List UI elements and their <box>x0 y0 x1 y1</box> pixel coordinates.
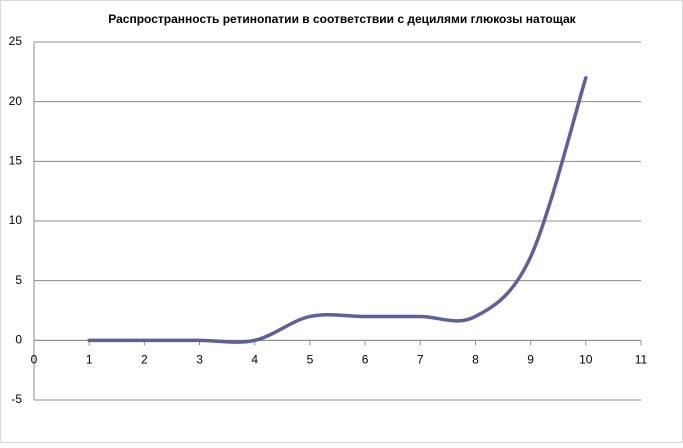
y-tick-label: 20 <box>9 94 23 108</box>
chart-title: Распространность ретинопатии в соответст… <box>108 12 576 26</box>
x-tick-label: 11 <box>635 353 648 367</box>
x-tick-label: 1 <box>86 353 93 367</box>
x-tick-label: 0 <box>31 353 38 367</box>
y-tick-label: 0 <box>15 333 22 347</box>
y-tick-label: 5 <box>15 273 22 287</box>
x-tick-label: 8 <box>472 353 479 367</box>
x-tick-label: 10 <box>579 353 593 367</box>
y-tick-label: -5 <box>11 392 22 406</box>
x-tick-label: 2 <box>141 353 148 367</box>
line-series <box>87 76 588 344</box>
y-tick-label: 10 <box>9 213 23 227</box>
x-tick-label: 5 <box>307 353 314 367</box>
x-tick-label: 9 <box>527 353 534 367</box>
x-tick-label: 7 <box>417 353 424 367</box>
x-tick-label: 4 <box>251 353 258 367</box>
x-tick-label: 3 <box>196 353 203 367</box>
x-tick-label: 6 <box>362 353 369 367</box>
y-tick-label: 15 <box>9 154 23 168</box>
y-tick-label: 25 <box>9 34 23 48</box>
